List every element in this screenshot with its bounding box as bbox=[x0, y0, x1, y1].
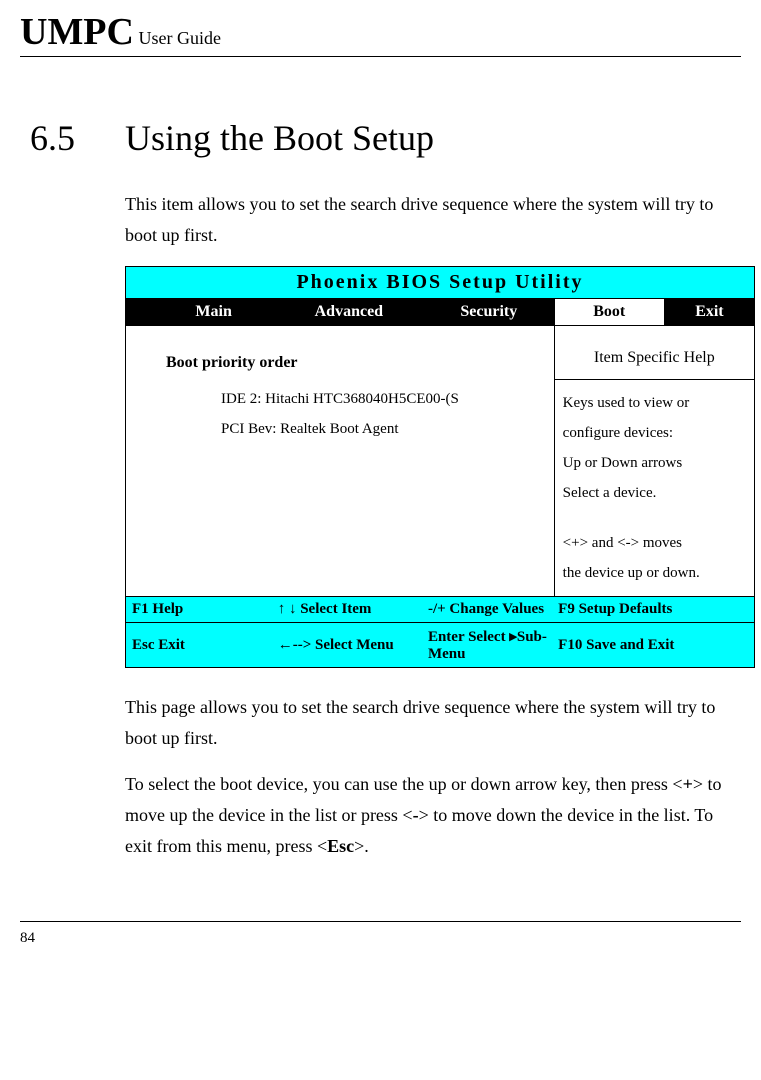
bios-footer-row-1: F1 Help ↑ ↓ Select Item -/+ Change Value… bbox=[126, 597, 755, 623]
tab-security[interactable]: Security bbox=[424, 299, 554, 326]
outro-p2-plus: + bbox=[683, 774, 693, 794]
outro-p1: This page allows you to set the search d… bbox=[125, 692, 731, 753]
outro-p2-d: >. bbox=[354, 836, 369, 856]
help-line-4: Select a device. bbox=[563, 478, 746, 508]
footer-select-menu: ←--> Select Menu bbox=[274, 623, 424, 668]
bios-content-row: IDE 2: Hitachi HTC368040H5CE00-(S PCI Be… bbox=[126, 380, 755, 597]
footer-esc-exit: Esc Exit bbox=[126, 623, 274, 668]
section-heading: 6.5 Using the Boot Setup bbox=[20, 117, 741, 159]
footer-f1-help: F1 Help bbox=[126, 597, 274, 623]
help-line-1: Keys used to view or bbox=[563, 388, 746, 418]
footer-change-values: -/+ Change Values bbox=[424, 597, 554, 623]
footer-f10: F10 Save and Exit bbox=[554, 623, 754, 668]
help-line-2: configure devices: bbox=[563, 418, 746, 448]
bios-title: Phoenix BIOS Setup Utility bbox=[126, 267, 755, 299]
tab-spacer-left bbox=[126, 299, 154, 326]
help-line-5: <+> and <-> moves bbox=[563, 528, 746, 558]
footer-select-item: ↑ ↓ Select Item bbox=[274, 597, 424, 623]
help-header: Item Specific Help bbox=[554, 326, 754, 380]
bios-title-row: Phoenix BIOS Setup Utility bbox=[126, 267, 755, 299]
bios-table: Phoenix BIOS Setup Utility Main Advanced… bbox=[125, 266, 755, 668]
page-footer: 84 bbox=[20, 921, 741, 947]
help-line-6: the device up or down. bbox=[563, 558, 746, 588]
bios-tabs-row: Main Advanced Security Boot Exit bbox=[126, 299, 755, 326]
doc-header: UMPC User Guide bbox=[20, 10, 741, 57]
bios-footer-row-2: Esc Exit ←--> Select Menu Enter Select ▸… bbox=[126, 623, 755, 668]
intro-paragraph: This item allows you to set the search d… bbox=[125, 189, 731, 250]
outro-p2: To select the boot device, you can use t… bbox=[125, 769, 731, 861]
intro-text: This item allows you to set the search d… bbox=[125, 189, 731, 250]
tab-main[interactable]: Main bbox=[154, 299, 274, 326]
section-title: Using the Boot Setup bbox=[125, 117, 434, 159]
device-list: IDE 2: Hitachi HTC368040H5CE00-(S PCI Be… bbox=[126, 380, 555, 597]
bios-subhead-row: Boot priority order Item Specific Help bbox=[126, 326, 755, 380]
help-body: Keys used to view or configure devices: … bbox=[554, 380, 754, 597]
section-number: 6.5 bbox=[20, 117, 125, 159]
tab-exit[interactable]: Exit bbox=[664, 299, 754, 326]
doc-title-big: UMPC bbox=[20, 11, 134, 53]
footer-f9: F9 Setup Defaults bbox=[554, 597, 754, 623]
footer-enter-submenu: Enter Select ▸Sub-Menu bbox=[424, 623, 554, 668]
device-item-1[interactable]: IDE 2: Hitachi HTC368040H5CE00-(S bbox=[221, 384, 544, 414]
outro-block: This page allows you to set the search d… bbox=[125, 692, 731, 861]
device-item-2[interactable]: PCI Bev: Realtek Boot Agent bbox=[221, 414, 544, 444]
help-line-3: Up or Down arrows bbox=[563, 448, 746, 478]
tab-advanced[interactable]: Advanced bbox=[274, 299, 424, 326]
outro-p2-esc: Esc bbox=[327, 836, 354, 856]
help-spacer bbox=[563, 508, 746, 528]
tab-boot[interactable]: Boot bbox=[554, 299, 664, 326]
page-number: 84 bbox=[20, 930, 35, 946]
doc-title-small: User Guide bbox=[134, 28, 221, 48]
page: UMPC User Guide 6.5 Using the Boot Setup… bbox=[0, 0, 761, 967]
outro-p2-a: To select the boot device, you can use t… bbox=[125, 774, 683, 794]
boot-priority-label: Boot priority order bbox=[126, 326, 555, 380]
